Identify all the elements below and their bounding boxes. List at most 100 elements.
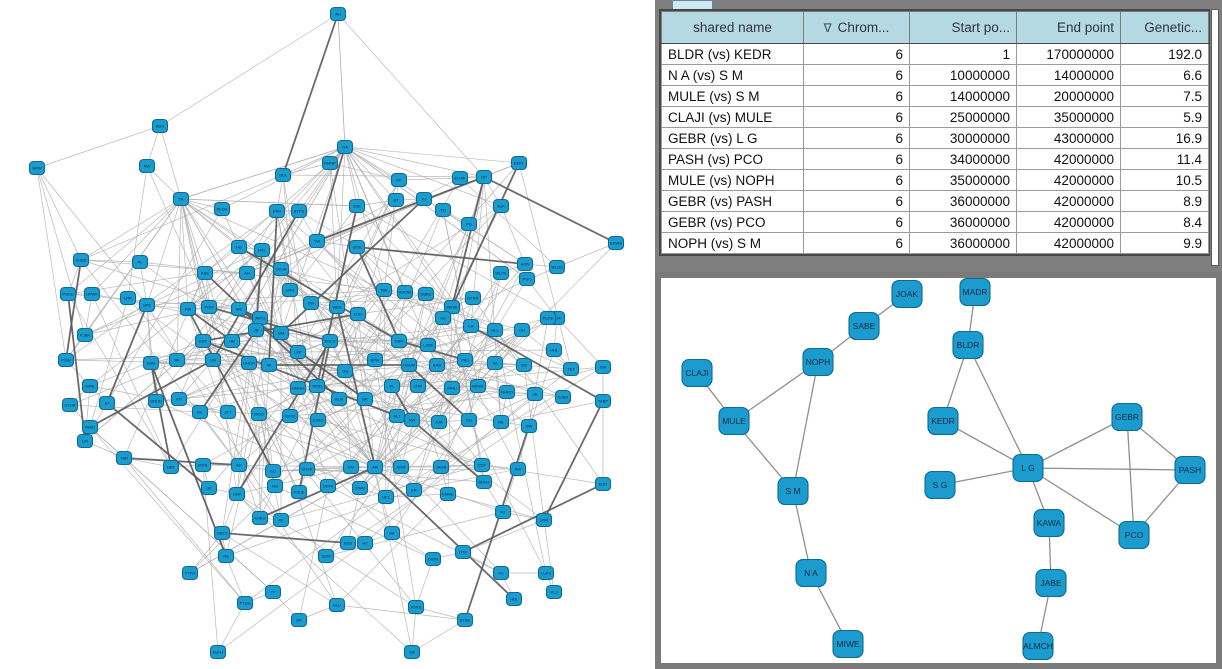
network-node[interactable]: OTP	[409, 378, 427, 394]
network-node[interactable]: KHOW	[396, 284, 414, 300]
network-node[interactable]: UDTA	[319, 478, 337, 494]
network-node[interactable]: DAR	[268, 203, 286, 219]
graph-node-pco[interactable]: PCO	[1118, 520, 1150, 550]
network-node[interactable]: OJ	[492, 565, 510, 581]
network-node[interactable]: JB	[247, 322, 265, 338]
table-row[interactable]: GEBR (vs) PCO 6 36000000 42000000 8.4	[661, 211, 1209, 233]
network-node[interactable]: SGW	[317, 548, 335, 564]
network-node[interactable]: PLOE	[539, 310, 557, 326]
network-node[interactable]: EKNL	[194, 457, 212, 473]
network-node[interactable]: TBE	[375, 282, 393, 298]
network-node[interactable]: BR	[356, 391, 374, 407]
graph-node-s-g[interactable]: S G	[924, 470, 956, 500]
network-node[interactable]: WLML	[492, 265, 510, 281]
network-node[interactable]: LJEB	[419, 337, 437, 353]
network-node[interactable]: TTPD	[181, 565, 199, 581]
network-node[interactable]: ANM	[392, 459, 410, 475]
graph-node-almch[interactable]: ALMCH	[1022, 631, 1054, 661]
network-node[interactable]: OO	[460, 412, 478, 428]
network-node[interactable]: HG	[230, 239, 248, 255]
network-node[interactable]: PW	[179, 301, 197, 317]
network-node[interactable]: TO	[434, 202, 452, 218]
network-node[interactable]: WSD	[308, 378, 326, 394]
network-node[interactable]: NHBJ	[81, 419, 99, 435]
network-node[interactable]: EDS	[339, 535, 357, 551]
column-header-end-point[interactable]: End point	[1016, 11, 1121, 44]
network-node[interactable]: BPW	[366, 352, 384, 368]
network-node[interactable]: BT	[387, 192, 405, 208]
network-node[interactable]: PG	[460, 216, 478, 232]
full-network-view[interactable]: AH BDU BRW RW OA BMNP GDL PP KDAK OP EEPL BT KJ SDE TO…	[0, 0, 655, 669]
network-node[interactable]: OJ	[434, 310, 452, 326]
network-node[interactable]: AH	[329, 6, 347, 22]
graph-node-s-m[interactable]: S M	[777, 476, 809, 506]
network-node[interactable]: EUO	[594, 476, 612, 492]
network-node[interactable]: KHBS	[72, 252, 90, 268]
network-node[interactable]: NS	[217, 548, 235, 564]
column-header-chromosome[interactable]: ∇ Chrom...	[803, 11, 910, 44]
network-node[interactable]: GDL	[274, 167, 292, 183]
network-node[interactable]: BTPS	[290, 203, 308, 219]
network-node[interactable]: DL	[383, 378, 401, 394]
graph-node-miwe[interactable]: MIWE	[832, 629, 864, 659]
network-node[interactable]: DLDH	[213, 201, 231, 217]
panel-tab[interactable]	[672, 0, 713, 9]
network-node[interactable]: PODE	[59, 286, 77, 302]
network-node[interactable]: BLU	[328, 597, 346, 613]
column-header-shared-name[interactable]: shared name	[661, 11, 804, 44]
network-node[interactable]: HHL	[545, 342, 563, 358]
network-node[interactable]: DWN	[424, 551, 442, 567]
network-node[interactable]: DBBU	[417, 286, 435, 302]
network-node[interactable]: KRAJ	[443, 380, 461, 396]
network-node[interactable]: OK	[290, 612, 308, 628]
network-node[interactable]: LLAS	[537, 565, 555, 581]
network-node[interactable]: SPK	[138, 297, 156, 313]
network-node[interactable]: ER	[405, 482, 423, 498]
network-node[interactable]: URH	[281, 282, 299, 298]
graph-node-pash[interactable]: PASH	[1174, 455, 1206, 485]
network-node[interactable]: WE	[230, 301, 248, 317]
graph-node-sabe[interactable]: SABE	[848, 311, 880, 341]
graph-node-claji[interactable]: CLAJI	[681, 358, 713, 388]
network-node[interactable]: HJ	[356, 535, 374, 551]
network-node[interactable]: BTBE	[456, 612, 474, 628]
graph-node-n-a[interactable]: N A	[795, 558, 827, 588]
network-node[interactable]: AR	[366, 459, 384, 475]
network-node[interactable]: KJBP	[76, 327, 94, 343]
network-node[interactable]: OA	[336, 139, 354, 155]
network-node[interactable]: DTE	[454, 544, 472, 560]
network-node[interactable]: OG	[336, 363, 354, 379]
network-node[interactable]: LKP	[289, 344, 307, 360]
network-node[interactable]: JTT	[219, 404, 237, 420]
network-node[interactable]: OP	[475, 169, 493, 185]
network-node[interactable]: KP	[170, 391, 188, 407]
network-node[interactable]: WEB	[328, 299, 346, 315]
table-row[interactable]: N A (vs) S M 6 10000000 14000000 6.6	[661, 64, 1209, 86]
table-row[interactable]: GEBR (vs) PASH 6 36000000 42000000 8.9	[661, 190, 1209, 212]
network-node[interactable]: NHPO	[498, 384, 516, 400]
network-node[interactable]: BRHD	[147, 393, 165, 409]
network-node[interactable]: EAB	[428, 357, 446, 373]
network-node[interactable]: AH	[238, 265, 256, 281]
network-node[interactable]: UN	[76, 433, 94, 449]
network-node[interactable]: DW	[520, 418, 538, 434]
network-node[interactable]: TP	[264, 584, 282, 600]
graph-node-jabe[interactable]: JABE	[1035, 568, 1067, 598]
network-node[interactable]: RW	[403, 412, 421, 428]
network-node[interactable]: OEKT	[213, 525, 231, 541]
network-node[interactable]: DBT	[162, 459, 180, 475]
network-node[interactable]: PTUH	[236, 595, 254, 611]
network-node[interactable]: MJEU	[251, 510, 269, 526]
selected-network-view[interactable]: JOAK MADR SABE BLDR NOPH CLAJI MULE KEDR GEBR L G…	[661, 277, 1216, 663]
network-node[interactable]: JRPG	[251, 310, 269, 326]
network-node[interactable]: NE	[492, 414, 510, 430]
network-node[interactable]: DTRK	[464, 290, 482, 306]
network-node[interactable]: JB	[526, 386, 544, 402]
network-node[interactable]: HEL	[377, 489, 395, 505]
network-node[interactable]: TA	[172, 191, 190, 207]
network-node[interactable]: DK	[383, 525, 401, 541]
table-row[interactable]: NOPH (vs) S M 6 36000000 42000000 9.9	[661, 232, 1209, 254]
table-row[interactable]: MULE (vs) NOPH 6 35000000 42000000 10.5	[661, 169, 1209, 191]
network-node[interactable]: KBTO	[281, 408, 299, 424]
network-node[interactable]: JAGB	[432, 459, 450, 475]
